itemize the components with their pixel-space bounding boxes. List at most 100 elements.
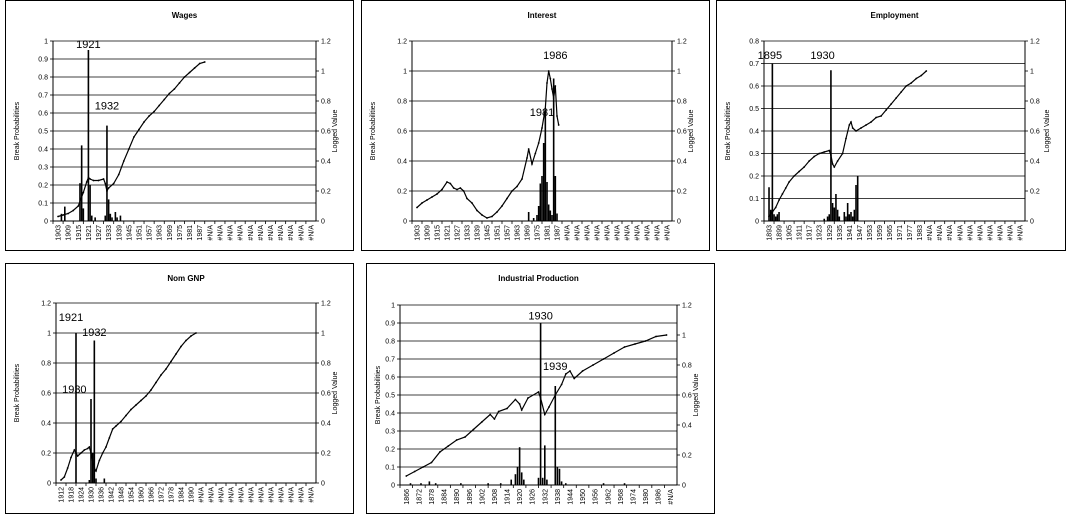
line-point <box>108 437 111 439</box>
annotation-label: 1921 <box>59 312 83 324</box>
y2-tick-label: 0 <box>682 483 686 490</box>
x-tick-label: #N/A <box>635 225 642 241</box>
x-tick-label: 1959 <box>877 225 884 241</box>
y-tick-label: 1.2 <box>41 301 51 308</box>
line-point <box>818 152 821 155</box>
y-tick-label: 1.2 <box>397 39 407 46</box>
bar <box>833 207 836 221</box>
y2-tick-label: 0.2 <box>682 453 692 460</box>
line-point <box>634 343 636 345</box>
bar <box>771 63 774 221</box>
x-tick-label: 1914 <box>505 489 512 505</box>
y-tick-label: 0.6 <box>38 111 48 118</box>
bar <box>768 187 770 221</box>
x-tick-label: 1930 <box>89 487 96 503</box>
line-point <box>905 85 908 87</box>
line-point <box>89 178 91 180</box>
x-tick-label: 1990 <box>189 487 196 503</box>
x-tick-label: #N/A <box>219 487 226 503</box>
annotation-label: 1930 <box>810 50 834 62</box>
x-tick-label: 1932 <box>542 489 549 505</box>
x-tick-label: #N/A <box>668 489 675 505</box>
bar <box>564 483 567 485</box>
x-tick-label: 1899 <box>777 225 784 241</box>
x-tick-label: 1918 <box>69 487 76 503</box>
annotation-label: 1981 <box>530 107 554 119</box>
x-tick-label: #N/A <box>987 225 994 241</box>
line-point <box>851 127 854 129</box>
line-point <box>554 394 557 396</box>
chart-title: Interest <box>528 11 557 20</box>
line-point <box>459 187 462 189</box>
y-axis-label: Break Probabilities <box>725 101 732 160</box>
line-point <box>556 115 558 117</box>
y2-axis-label: Logged Value <box>332 110 339 153</box>
annotation-label: 1895 <box>758 50 782 62</box>
line-point <box>98 459 101 462</box>
y2-axis-label: Logged Value <box>1044 110 1051 153</box>
y2-tick-label: 0.2 <box>677 189 687 196</box>
x-tick-label: 1950 <box>580 489 587 505</box>
x-tick-label: #N/A <box>279 487 286 503</box>
line-point <box>86 447 89 450</box>
line-point <box>88 446 91 448</box>
line-point <box>900 91 903 93</box>
x-tick-label: 1912 <box>59 487 66 503</box>
line-point <box>870 121 872 123</box>
x-tick-label: #N/A <box>595 225 602 241</box>
bar <box>90 215 93 221</box>
x-tick-label: 1968 <box>618 489 625 505</box>
bar <box>95 478 97 483</box>
x-tick-label: 1977 <box>907 225 914 241</box>
chart-panel-nom-gnp: Nom GNP 0 0.2 0.4 0.6 0.8 1 1.2 0 0.2 0.4 0.6 0.8 1 1.… <box>5 263 354 514</box>
y-tick-label: 0.2 <box>385 447 395 454</box>
bar <box>830 70 832 221</box>
line-point <box>163 98 166 101</box>
y2-tick-label: 0.6 <box>677 129 687 136</box>
bar <box>82 208 85 221</box>
line-point <box>552 97 555 99</box>
line-point <box>95 470 97 472</box>
line-point <box>106 190 108 192</box>
x-tick-label: #N/A <box>209 487 216 503</box>
bar <box>543 445 546 485</box>
bar <box>107 199 110 221</box>
line-point <box>554 85 557 87</box>
x-tick-label: #N/A <box>937 225 944 241</box>
line-point <box>501 205 503 207</box>
x-tick-label: #N/A <box>248 225 255 241</box>
line-point <box>506 407 508 410</box>
y-tick-label: 0.8 <box>749 39 759 46</box>
line-point <box>185 339 187 342</box>
x-tick-label: 1953 <box>867 225 874 241</box>
bar <box>843 212 846 221</box>
line-point <box>138 128 140 131</box>
line-point <box>890 103 893 105</box>
bar <box>516 467 519 485</box>
series-line-logged-value <box>406 334 667 477</box>
y2-tick-label: 1.2 <box>321 39 331 46</box>
bar <box>434 483 437 485</box>
x-tick-label: 1962 <box>605 489 612 505</box>
line-point <box>117 173 120 176</box>
bar <box>93 340 96 483</box>
line-point <box>456 188 458 191</box>
y-tick-label: 0.6 <box>41 391 51 398</box>
y-axis-label: Break Probabilities <box>375 365 382 424</box>
line-point <box>768 215 770 218</box>
line-point <box>551 88 553 90</box>
line-point <box>431 196 433 198</box>
line-point <box>557 124 560 126</box>
y2-tick-label: 0.4 <box>682 423 692 430</box>
line-point <box>101 452 104 454</box>
y-tick-label: 0.2 <box>749 174 759 181</box>
bar <box>87 50 90 221</box>
x-tick-label: 1966 <box>149 487 156 503</box>
line-point <box>543 413 546 416</box>
bar <box>88 480 91 483</box>
line-point <box>183 76 186 78</box>
line-point <box>544 107 547 110</box>
x-tick-label: 1963 <box>515 225 522 241</box>
bar <box>850 212 852 221</box>
x-tick-label: #N/A <box>238 225 245 241</box>
